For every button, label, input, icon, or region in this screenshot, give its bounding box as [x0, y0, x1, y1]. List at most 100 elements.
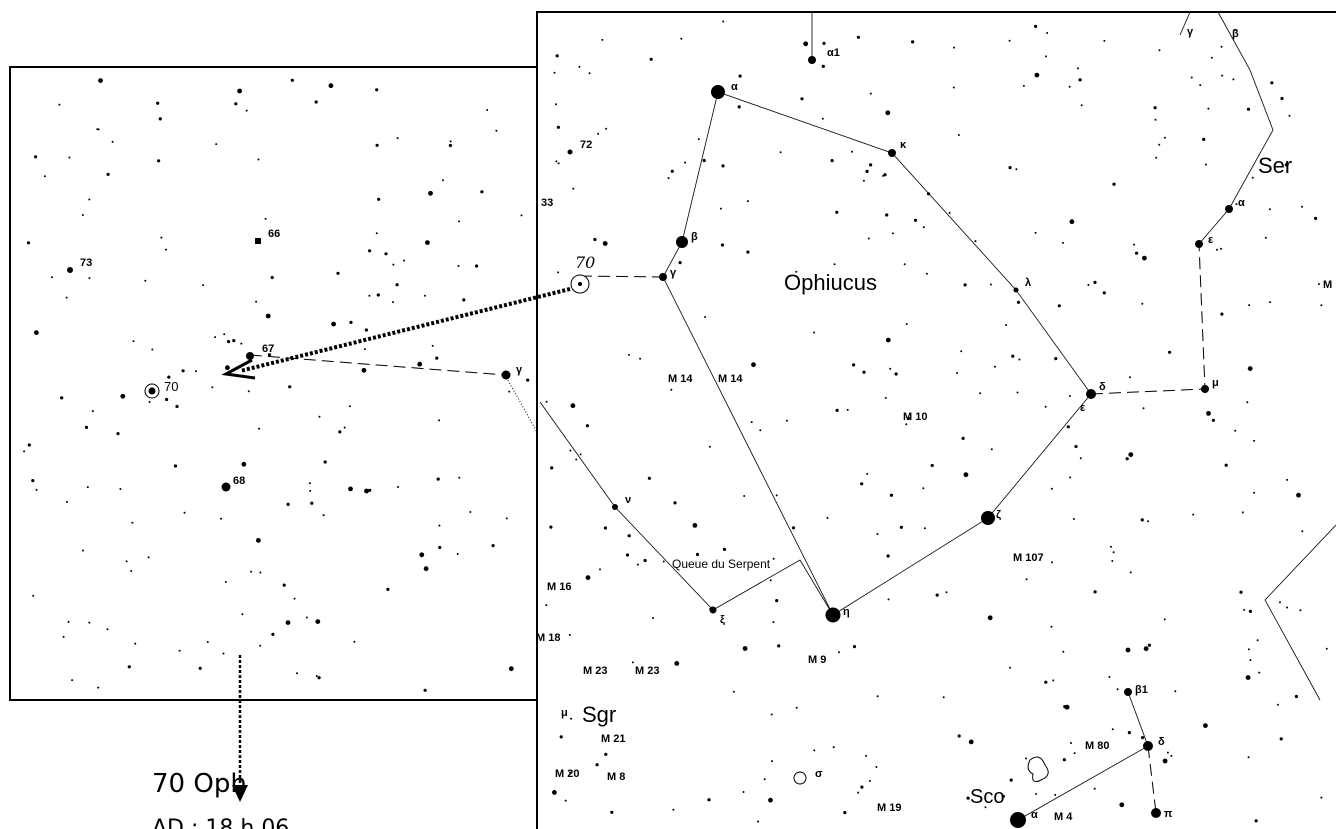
background-star: [259, 644, 262, 647]
star-label: 67: [262, 343, 274, 355]
background-star: [856, 35, 861, 39]
background-star: [1011, 354, 1015, 358]
background-star: [1269, 301, 1272, 304]
background-star: [903, 263, 906, 266]
main-map: α1 α 72 33 κ β 70 γ λ α ε M μ δ ε M 14 M…: [536, 11, 1336, 829]
star: [221, 482, 231, 492]
background-star: [1062, 758, 1066, 762]
background-star: [1044, 405, 1047, 408]
background-star: [868, 780, 871, 782]
background-star: [743, 495, 746, 497]
background-star: [220, 517, 222, 520]
background-star: [1220, 45, 1223, 48]
background-star: [1203, 723, 1208, 728]
background-star: [1235, 203, 1238, 206]
background-star: [795, 706, 798, 709]
background-star: [265, 313, 271, 319]
background-star: [570, 403, 576, 409]
background-star: [555, 54, 559, 58]
background-star: [821, 64, 825, 68]
object-label: M 8: [607, 771, 625, 783]
background-star: [1046, 32, 1049, 34]
background-star: [1253, 439, 1256, 442]
background-star: [130, 570, 133, 572]
background-star: [732, 690, 735, 693]
background-star: [942, 696, 945, 699]
background-star: [147, 556, 150, 559]
arrow-head: [232, 785, 248, 802]
zoom-arrow: [239, 287, 571, 373]
constellation-line: [1127, 691, 1149, 747]
background-star: [67, 620, 70, 623]
named-stars: [567, 56, 1233, 828]
star-label: 68: [233, 475, 245, 487]
background-star: [1320, 304, 1323, 307]
background-star: [769, 579, 772, 582]
background-star: [1199, 84, 1202, 87]
background-star: [674, 661, 680, 666]
background-star: [1246, 107, 1251, 111]
background-star: [256, 538, 261, 543]
background-star: [930, 463, 934, 468]
background-star: [957, 734, 961, 738]
background-star: [1068, 85, 1071, 88]
background-star: [835, 210, 839, 214]
background-star: [1268, 208, 1271, 211]
background-star: [557, 162, 560, 165]
background-star: [245, 109, 248, 112]
background-star: [722, 20, 725, 23]
star: [1124, 688, 1132, 696]
background-star: [822, 41, 826, 46]
background-star: [813, 331, 816, 334]
background-star: [132, 340, 135, 343]
star-label: γ: [670, 267, 677, 279]
background-star: [1073, 752, 1076, 755]
background-star: [223, 333, 226, 336]
background-star: [315, 619, 321, 624]
background-star: [1125, 647, 1131, 653]
background-star: [458, 220, 460, 223]
background-star: [1052, 679, 1055, 682]
background-star: [148, 401, 151, 403]
background-star: [579, 453, 582, 456]
background-star: [1079, 457, 1082, 460]
background-star: [1317, 283, 1320, 286]
background-star: [1158, 143, 1161, 146]
background-star: [438, 524, 441, 527]
background-star: [564, 799, 567, 802]
background-star: [1294, 694, 1298, 699]
background-star: [1093, 787, 1096, 790]
background-star: [285, 620, 291, 625]
background-star: [134, 642, 137, 645]
background-star: [1207, 107, 1210, 110]
background-star: [545, 400, 548, 403]
background-star: [215, 143, 218, 146]
star-label: γ: [1187, 26, 1194, 38]
background-star: [795, 270, 798, 273]
background-star: [1239, 590, 1243, 594]
background-star: [813, 749, 816, 752]
background-star: [456, 553, 459, 555]
constellation-name: Sgr: [582, 702, 616, 727]
background-star: [869, 92, 872, 95]
background-star: [757, 820, 759, 823]
background-star: [979, 392, 982, 395]
background-star: [66, 500, 68, 503]
object-label: M 107: [1013, 552, 1044, 564]
background-star: [803, 41, 809, 47]
background-star: [1224, 463, 1228, 467]
background-star: [545, 604, 548, 607]
background-star: [639, 357, 642, 360]
star-label: ε: [1208, 234, 1214, 246]
background-star: [520, 214, 523, 217]
background-star: [865, 169, 869, 173]
background-star: [956, 372, 959, 374]
background-star: [883, 173, 887, 177]
background-star: [553, 71, 556, 74]
background-star: [368, 294, 371, 297]
background-star: [719, 207, 722, 210]
background-star: [1034, 72, 1040, 78]
background-star: [403, 259, 406, 262]
background-star: [392, 263, 395, 266]
background-star: [1142, 255, 1147, 261]
